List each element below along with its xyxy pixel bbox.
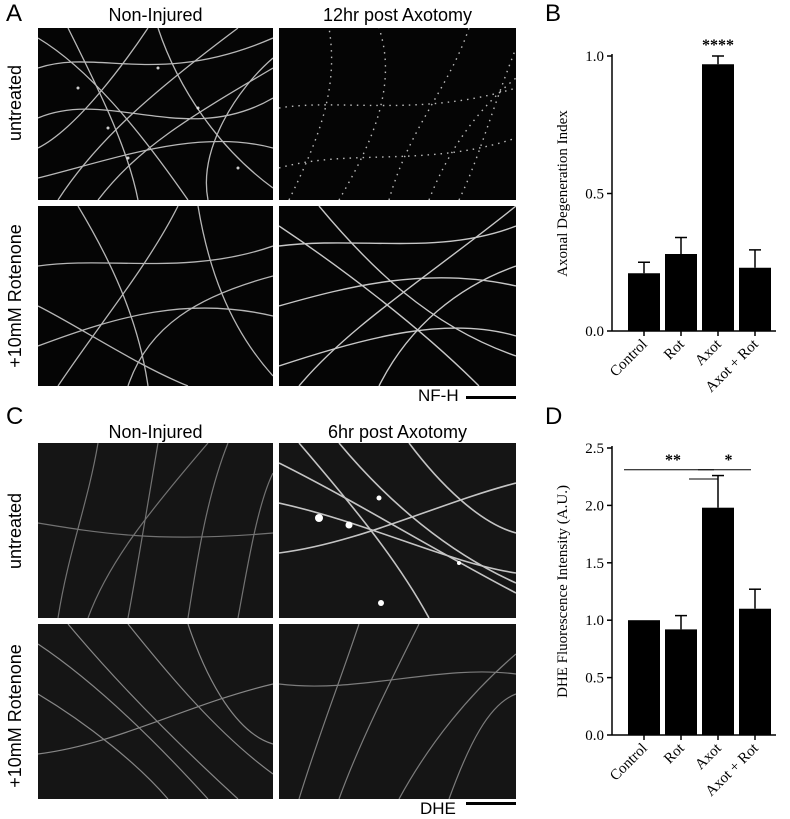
micrograph-c-untreated-axotomy	[279, 443, 516, 618]
bar-axot-rot	[739, 608, 771, 735]
x-tick-label: Control	[607, 337, 651, 381]
micrograph-a-untreated-noninjured	[38, 28, 273, 200]
dhe-image	[38, 443, 273, 618]
y-tick-label: 2.5	[585, 441, 604, 457]
comparison-label: **	[665, 452, 681, 469]
dhe-image	[279, 443, 516, 618]
y-tick-label: 1.0	[585, 613, 604, 629]
micrograph-a-untreated-axotomy	[279, 28, 516, 200]
bar-axot-rot	[739, 267, 771, 331]
x-tick-label: Control	[607, 741, 651, 785]
y-axis-label: Axonal Degeneration Index	[555, 110, 571, 277]
panel-a-stain-label: NF-H	[418, 386, 459, 405]
panel-a-letter: A	[6, 0, 23, 27]
panel-a-row-label-rotenone: +10mM Rotenone	[5, 224, 25, 368]
fragmented-axon-image	[279, 28, 516, 200]
y-tick-label: 0.5	[585, 671, 604, 687]
panel-c-stain-label: DHE	[420, 799, 456, 818]
y-tick-label: 0.5	[585, 187, 604, 203]
micrograph-a-rotenone-noninjured	[38, 206, 273, 386]
panel-b-letter: B	[545, 0, 562, 27]
panel-c-column-title-2: 6hr post Axotomy	[327, 422, 468, 442]
y-tick-label: 1.5	[585, 556, 604, 572]
y-tick-label: 2.0	[585, 498, 604, 514]
micrograph-a-rotenone-axotomy	[279, 206, 516, 386]
y-tick-label: 0.0	[585, 324, 604, 340]
panel-c-row-label-rotenone: +10mM Rotenone	[5, 644, 25, 788]
y-tick-label: 1.0	[585, 49, 604, 65]
bar-control	[628, 273, 660, 331]
micrograph-c-untreated-noninjured	[38, 443, 273, 618]
panel-d-letter: D	[545, 403, 563, 430]
panel-c-column-title-1: Non-Injured	[108, 422, 203, 442]
bar-control	[628, 620, 660, 735]
dhe-image	[279, 624, 516, 799]
micrograph-c-rotenone-axotomy	[279, 624, 516, 799]
y-tick-label: 0.0	[585, 728, 604, 744]
bar-axot	[702, 64, 734, 331]
bar-axot	[702, 507, 734, 735]
panel-a-row-label-untreated: untreated	[5, 64, 25, 142]
panel-a-column-title-1: Non-Injured	[108, 5, 203, 25]
x-tick-label: Axot	[692, 336, 725, 369]
chart-b: 0.0 0.5 1.0 Axonal Degeneration Index Contro…	[555, 37, 776, 396]
panel-c-row-label-untreated: untreated	[5, 492, 25, 570]
significance-label: ****	[702, 37, 734, 54]
comparison-label: *	[725, 452, 733, 469]
panel-a-scale-bar	[466, 396, 516, 399]
chart-d: 0.0 0.5 1.0 1.5 2.0 2.5 DHE Fluorescence Inten…	[555, 441, 776, 800]
panel-c-scale-bar	[466, 802, 516, 805]
y-axis-label: DHE Fluorescence Intensity (A.U.)	[555, 485, 571, 698]
axon-image	[279, 206, 516, 386]
axon-image	[38, 28, 273, 200]
axon-image	[38, 206, 273, 386]
panel-c-letter: C	[6, 403, 24, 430]
x-tick-label: Rot	[661, 740, 688, 767]
bar-rot	[665, 254, 697, 331]
x-tick-label: Axot	[692, 740, 725, 773]
panel-a-column-title-2: 12hr post Axotomy	[322, 5, 473, 25]
x-tick-label: Rot	[661, 336, 688, 363]
dhe-image	[38, 624, 273, 799]
bar-rot	[665, 629, 697, 735]
micrograph-c-rotenone-noninjured	[38, 624, 273, 799]
